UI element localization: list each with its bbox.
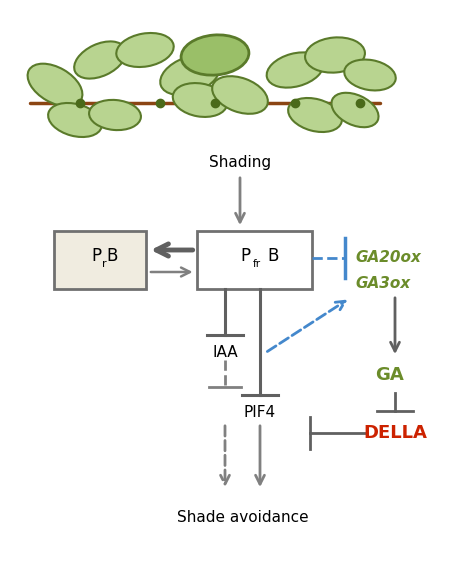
Text: P: P <box>240 247 250 265</box>
Text: DELLA: DELLA <box>363 424 427 442</box>
Ellipse shape <box>181 35 249 75</box>
Ellipse shape <box>116 33 173 67</box>
FancyBboxPatch shape <box>54 231 146 289</box>
Ellipse shape <box>89 100 141 130</box>
Ellipse shape <box>288 98 342 132</box>
Text: r: r <box>102 259 107 269</box>
Ellipse shape <box>212 76 268 114</box>
Ellipse shape <box>27 64 82 107</box>
Text: IAA: IAA <box>212 345 238 360</box>
Text: fr: fr <box>253 259 261 269</box>
Text: GA3ox: GA3ox <box>355 276 410 291</box>
Text: P: P <box>91 247 101 265</box>
Ellipse shape <box>267 52 323 88</box>
Text: GA20ox: GA20ox <box>355 250 421 265</box>
FancyBboxPatch shape <box>198 231 312 289</box>
Text: Shading: Shading <box>209 155 271 170</box>
Text: GA: GA <box>375 366 404 384</box>
Ellipse shape <box>173 83 227 117</box>
Text: B: B <box>267 247 279 265</box>
Ellipse shape <box>74 41 126 79</box>
Ellipse shape <box>305 37 365 73</box>
Text: B: B <box>106 247 118 265</box>
Ellipse shape <box>344 60 396 91</box>
Ellipse shape <box>48 103 102 137</box>
Ellipse shape <box>331 93 379 127</box>
Text: PIF4: PIF4 <box>244 405 276 420</box>
Ellipse shape <box>160 55 220 95</box>
Text: Shade avoidance: Shade avoidance <box>177 510 308 525</box>
